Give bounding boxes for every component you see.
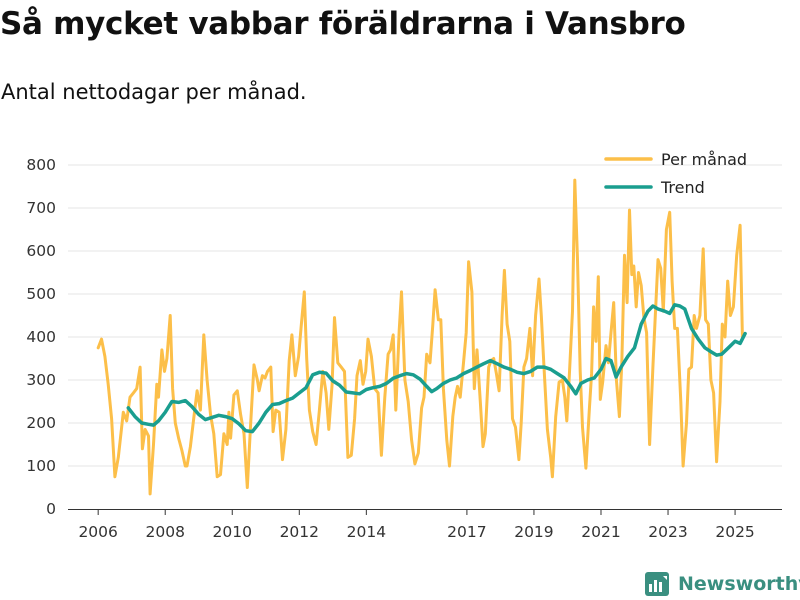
y-tick-label-0: 0: [46, 500, 56, 518]
axes: 0 100 200 300 400 500 600 700 800 2006 2008 2010 201…: [26, 156, 782, 541]
x-tick-label-2014: 2014: [347, 523, 386, 541]
y-tick-label-700: 700: [26, 199, 56, 217]
y-tick-label-500: 500: [26, 285, 56, 303]
y-tick-label-400: 400: [26, 328, 56, 346]
x-tick-label-2008: 2008: [145, 523, 184, 541]
legend-label-per-manad: Per månad: [661, 150, 747, 169]
newsworthy-brand-name: Newsworthy: [678, 573, 800, 595]
y-tick-label-600: 600: [26, 242, 56, 260]
y-tick-label-800: 800: [26, 156, 56, 174]
newsworthy-logo: Newsworthy: [644, 568, 800, 600]
x-tick-label-2019: 2019: [514, 523, 553, 541]
y-tick-label-300: 300: [26, 371, 56, 389]
x-tick-label-2006: 2006: [78, 523, 117, 541]
chart-subtitle: Antal nettodagar per månad.: [1, 80, 307, 104]
x-tick-label-2012: 2012: [280, 523, 319, 541]
x-tick-label-2021: 2021: [581, 523, 620, 541]
series-line-trend: [126, 303, 747, 434]
legend-label-trend: Trend: [660, 178, 705, 197]
chart-title: Så mycket vabbar föräldrarna i Vansbro: [0, 6, 686, 42]
x-tick-label-2010: 2010: [213, 523, 252, 541]
series-line-per-manad: [96, 178, 744, 496]
legend: Per månad Trend: [604, 150, 747, 197]
x-tick-label-2023: 2023: [648, 523, 687, 541]
newsworthy-logo-icon: [645, 572, 669, 596]
x-tick-label-2017: 2017: [447, 523, 486, 541]
x-tick-label-2025: 2025: [715, 523, 754, 541]
y-tick-label-200: 200: [26, 414, 56, 432]
y-tick-label-100: 100: [26, 457, 56, 475]
series-lines: [96, 178, 747, 496]
